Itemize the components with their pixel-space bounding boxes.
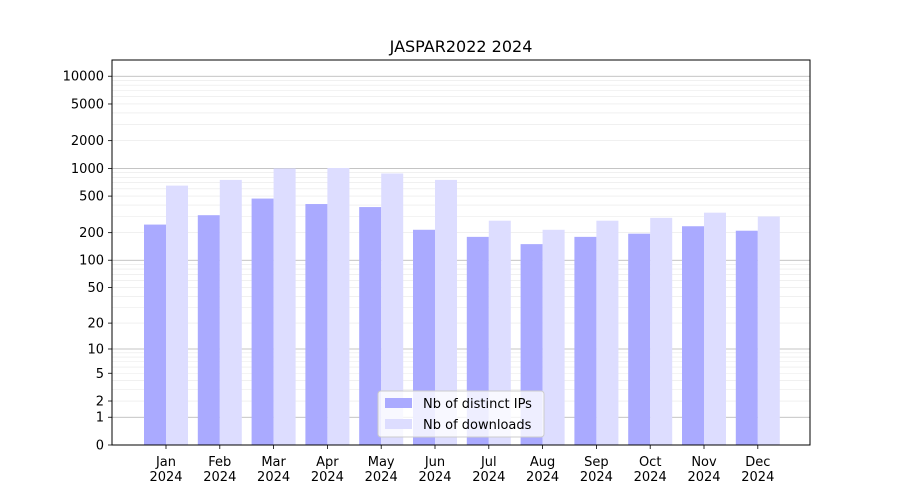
y-tick-label: 200 — [79, 226, 104, 241]
y-tick-label: 10000 — [63, 70, 104, 85]
bar-downloads — [381, 173, 404, 445]
x-tick-label: Sep 2024 — [580, 455, 613, 485]
x-tick-label: Feb 2024 — [203, 455, 236, 485]
y-tick-label: 500 — [79, 190, 104, 205]
bar-downloads — [650, 217, 673, 445]
y-tick-label: 5 — [96, 367, 104, 382]
bar-distinct-ips — [735, 230, 758, 445]
y-tick-label: 10 — [87, 342, 104, 357]
bar-distinct-ips — [574, 236, 597, 445]
bar-downloads — [219, 179, 242, 445]
bar-downloads — [327, 167, 350, 445]
legend-swatch-downloads — [385, 419, 412, 429]
y-tick-label: 20 — [87, 317, 104, 332]
bar-downloads — [596, 220, 619, 445]
x-tick-label: Apr 2024 — [311, 455, 344, 485]
y-tick-label: 100 — [79, 254, 104, 269]
bar-downloads — [704, 212, 726, 445]
x-tick-label: Jun 2024 — [418, 455, 451, 485]
bar-distinct-ips — [682, 226, 704, 445]
legend-label-ips: Nb of distinct IPs — [423, 397, 532, 412]
x-tick-label: Aug 2024 — [526, 455, 559, 485]
bar-distinct-ips — [628, 233, 651, 445]
bar-distinct-ips — [144, 224, 166, 445]
bar-distinct-ips — [359, 207, 382, 445]
bar-downloads — [435, 179, 457, 445]
legend-label-downloads: Nb of downloads — [423, 418, 532, 433]
x-axis: Jan 2024 Feb 2024 Mar 2024 Apr 2024 May 2024 Jun 20… — [149, 445, 774, 485]
bar-downloads — [757, 216, 780, 445]
x-tick-label: May 2024 — [365, 455, 398, 485]
legend-box — [377, 390, 545, 438]
y-tick-label: 0 — [96, 439, 104, 454]
bar-distinct-ips — [251, 198, 274, 445]
y-axis: 0 12 5 10 20 50 100 200 500 1000 2000 5000 10000 — [63, 70, 112, 454]
y-tick-label: 2 — [96, 395, 104, 410]
y-tick-label: 5000 — [71, 97, 104, 112]
bar-downloads — [542, 229, 565, 445]
x-tick-label: Jan 2024 — [149, 455, 182, 485]
bar-downloads — [488, 220, 511, 445]
y-tick-label: 2000 — [71, 134, 104, 149]
x-tick-label: Oct 2024 — [634, 455, 667, 485]
x-tick-label: Nov 2024 — [687, 455, 720, 485]
legend: Nb of distinct IPs Nb of downloads — [377, 390, 545, 438]
x-tick-label: Dec 2024 — [741, 455, 774, 485]
y-tick-label: 50 — [87, 281, 104, 296]
bar-distinct-ips — [305, 204, 328, 445]
y-tick-label: 1 — [96, 411, 104, 426]
chart-title: JASPAR2022 2024 — [389, 37, 533, 56]
legend-swatch-ips — [385, 398, 412, 408]
x-tick-label: Jul 2024 — [472, 455, 505, 485]
plot-frame — [111, 59, 811, 446]
y-tick-label: 1000 — [71, 162, 104, 177]
bar-downloads — [273, 168, 296, 445]
bar-downloads — [166, 185, 188, 445]
bar-distinct-ips — [197, 215, 220, 445]
x-tick-label: Mar 2024 — [257, 455, 290, 485]
